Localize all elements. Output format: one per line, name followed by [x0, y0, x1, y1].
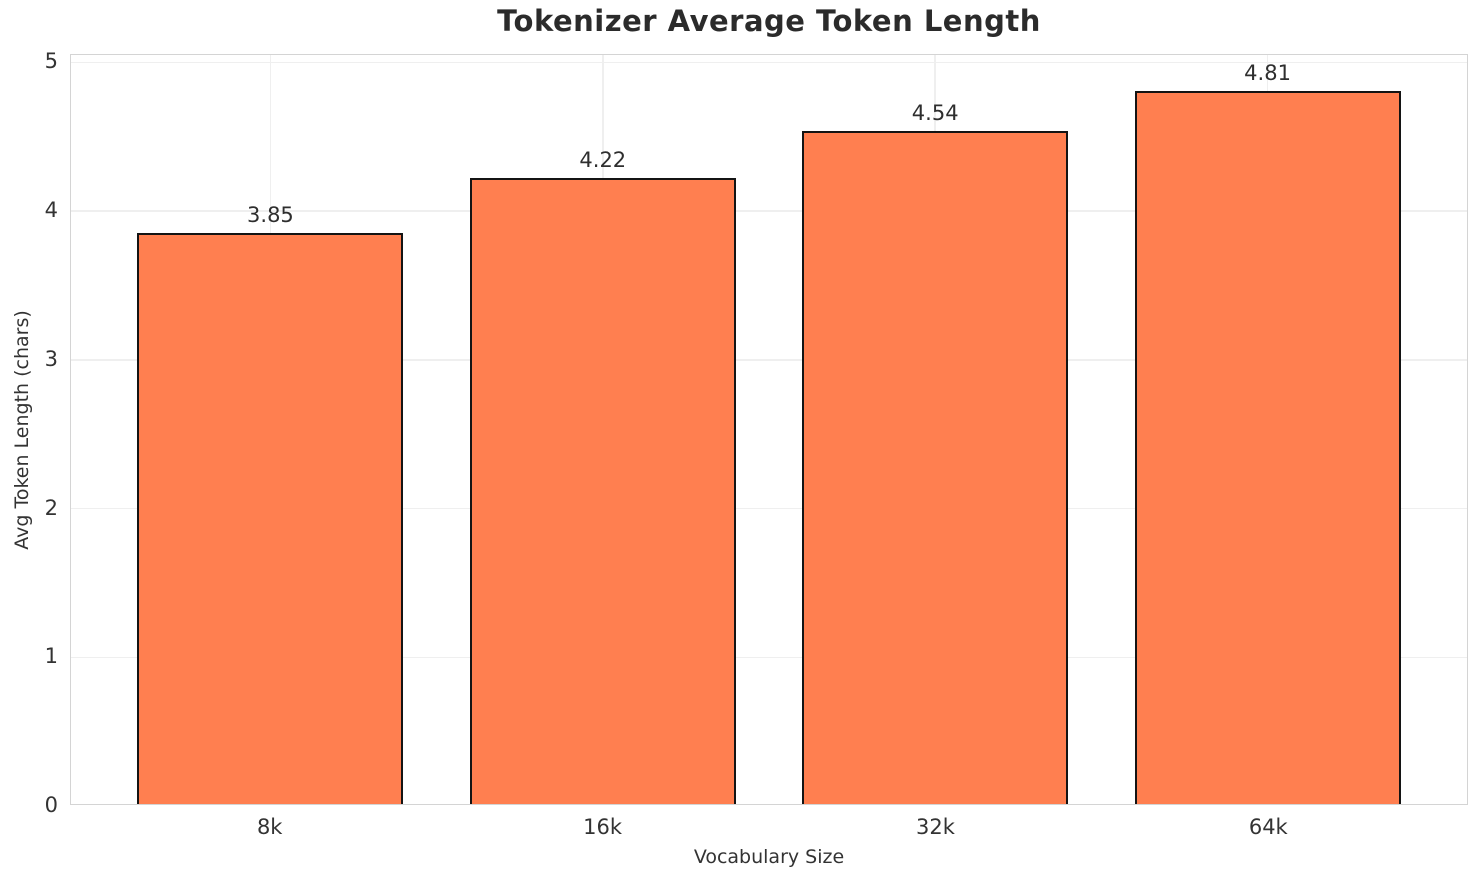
x-tick-label: 8k [256, 815, 283, 839]
bar-64k [1134, 90, 1401, 804]
x-tick-label: 32k [915, 815, 955, 839]
bar-8k [137, 232, 404, 804]
horizontal-gridline [71, 61, 1467, 64]
chart-title: Tokenizer Average Token Length [497, 4, 1041, 38]
horizontal-gridline [71, 359, 1467, 361]
y-tick-label: 0 [44, 793, 58, 817]
horizontal-gridline [71, 210, 1467, 212]
bar-value-label: 4.22 [579, 148, 627, 173]
bar-value-label: 4.81 [1244, 60, 1291, 85]
y-tick-label: 3 [44, 346, 58, 371]
y-axis-label: Avg Token Length (chars) [11, 310, 33, 550]
plot-area: 3.85 4.22 4.54 4.81 [70, 54, 1468, 805]
y-tick-label: 4 [44, 198, 58, 223]
y-tick-label: 5 [44, 49, 58, 74]
y-tick-label: 1 [44, 644, 58, 669]
x-axis-label: Vocabulary Size [693, 846, 845, 868]
horizontal-gridline [71, 656, 1467, 659]
bar-value-label: 4.54 [911, 100, 959, 125]
y-tick-label: 2 [44, 495, 58, 520]
horizontal-gridline [71, 507, 1467, 510]
bar-16k [469, 178, 736, 804]
x-tick-label: 64k [1248, 815, 1288, 839]
x-tick-label: 16k [583, 815, 623, 839]
bar-value-label: 3.85 [247, 203, 294, 228]
bar-32k [802, 130, 1069, 804]
